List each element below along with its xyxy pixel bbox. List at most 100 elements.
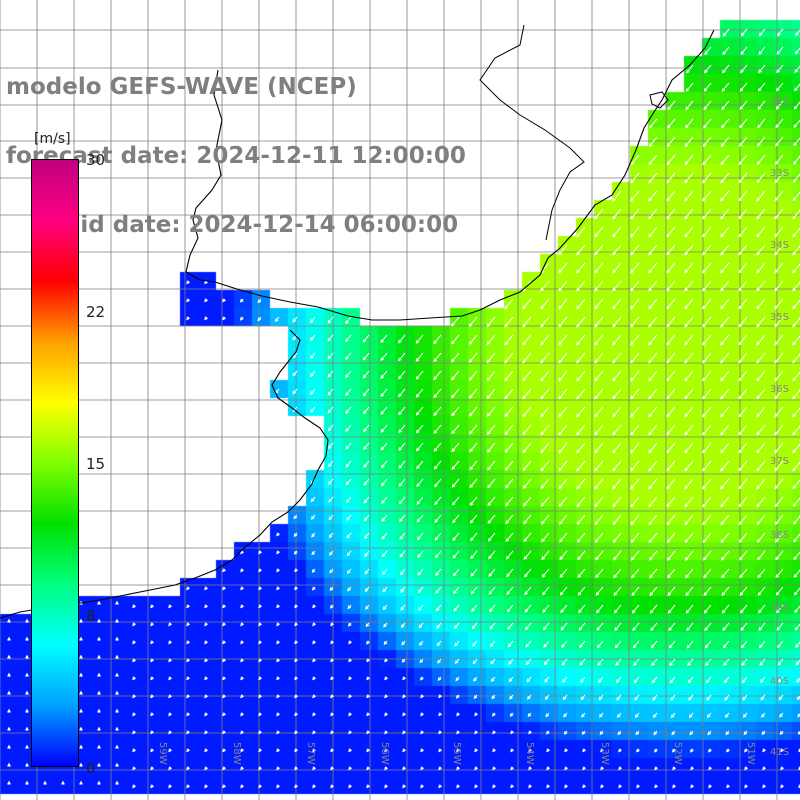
wind-arrow-head — [451, 322, 455, 327]
wind-arrow-head — [381, 517, 386, 522]
wind-arrow-head — [774, 323, 778, 328]
wind-arrow-head — [433, 430, 438, 434]
wind-arrow-head — [762, 748, 766, 753]
wind-arrow-head — [576, 341, 580, 346]
wind-arrow-head — [612, 197, 616, 202]
wind-arrow-head — [470, 537, 474, 542]
wind-arrow — [399, 532, 406, 540]
wind-arrow-head — [258, 586, 262, 591]
wind-arrow — [469, 352, 478, 363]
wind-arrow — [345, 406, 352, 414]
wind-arrow — [724, 694, 730, 701]
wind-arrow — [613, 586, 622, 596]
wind-arrow — [702, 190, 712, 202]
wind-arrow — [792, 425, 800, 436]
wind-arrow-head — [363, 517, 368, 522]
wind-arrow-head — [330, 694, 334, 699]
wind-arrow-head — [594, 431, 598, 436]
wind-arrow-head — [438, 730, 442, 735]
wind-arrow-head — [654, 766, 658, 771]
wind-arrow-head — [684, 305, 688, 310]
wind-arrow-head — [25, 726, 29, 731]
wind-arrow-head — [366, 694, 370, 699]
wind-arrow — [327, 370, 334, 378]
wind-arrow-head — [363, 446, 367, 451]
wind-arrow-head — [240, 586, 244, 591]
wind-arrow-head — [794, 50, 799, 55]
wind-arrow-head — [578, 609, 582, 614]
wind-arrow — [310, 334, 316, 341]
lon-label-57w: 57W — [305, 742, 316, 765]
wind-arrow-head — [204, 280, 208, 285]
wind-arrow-head — [612, 287, 616, 292]
lat-label-33s: 33S — [770, 168, 790, 179]
wind-arrow — [757, 136, 766, 147]
wind-arrow — [666, 154, 676, 165]
wind-arrow-head — [398, 500, 403, 505]
wind-arrow — [702, 298, 712, 310]
wind-arrow — [576, 370, 586, 382]
wind-arrow-head — [97, 690, 101, 695]
wind-arrow — [433, 352, 442, 362]
wind-arrow-head — [294, 568, 298, 573]
wind-arrow — [757, 568, 766, 578]
wind-arrow-head — [470, 590, 475, 595]
wind-arrow-head — [7, 654, 11, 659]
wind-arrow-head — [600, 784, 604, 789]
wind-arrow — [666, 334, 676, 346]
wind-arrow-head — [540, 431, 544, 436]
wind-arrow-head — [706, 696, 710, 701]
wind-arrow-head — [774, 341, 778, 346]
wind-arrow-head — [7, 762, 11, 767]
wind-arrow — [720, 352, 730, 364]
wind-arrow-head — [150, 766, 154, 771]
wind-arrow — [684, 478, 694, 490]
wind-arrow — [685, 100, 694, 110]
wind-arrow-head — [115, 726, 119, 731]
wind-arrow-head — [648, 377, 652, 382]
wind-arrow — [345, 352, 352, 360]
wind-arrow — [612, 298, 622, 310]
wind-arrow-head — [708, 766, 712, 771]
wind-arrow-head — [702, 503, 706, 508]
wind-arrow — [792, 497, 800, 507]
wind-arrow — [486, 370, 496, 381]
wind-arrow-head — [433, 340, 437, 345]
wind-arrow-head — [738, 377, 742, 382]
wind-arrow-head — [634, 696, 638, 701]
wind-arrow — [380, 334, 388, 343]
wind-arrow — [684, 244, 694, 256]
wind-arrow-head — [576, 359, 580, 364]
wind-arrow — [469, 460, 478, 470]
wind-arrow — [722, 46, 730, 55]
wind-arrow — [684, 316, 694, 328]
wind-arrow-head — [364, 570, 369, 575]
wind-arrow — [648, 514, 658, 525]
wind-arrow-head — [362, 392, 367, 397]
wind-arrow — [774, 298, 784, 310]
wind-arrow — [540, 334, 550, 346]
wind-arrow-head — [612, 503, 616, 508]
wind-arrow-head — [150, 748, 154, 753]
wind-arrow-head — [436, 624, 440, 629]
wind-arrow — [451, 424, 460, 434]
wind-arrow — [363, 478, 370, 486]
wind-arrow-head — [543, 661, 548, 666]
title-forecast-date: forecast date: 2024-12-11 12:00:00 — [6, 143, 466, 169]
wind-arrow — [540, 460, 550, 471]
wind-arrow — [792, 443, 800, 454]
wind-arrow-head — [774, 503, 779, 508]
wind-arrow — [648, 406, 658, 418]
wind-arrow — [684, 280, 694, 292]
wind-arrow — [649, 118, 658, 129]
wind-arrow-head — [594, 305, 598, 310]
wind-arrow-head — [327, 409, 332, 414]
wind-arrow-head — [648, 305, 652, 310]
wind-arrow-head — [540, 413, 544, 418]
wind-arrow — [667, 568, 676, 579]
wind-arrow — [488, 568, 496, 577]
wind-arrow-head — [649, 592, 654, 597]
wind-arrow-head — [576, 323, 580, 328]
wind-arrow — [720, 226, 730, 238]
wind-arrow — [595, 550, 604, 561]
